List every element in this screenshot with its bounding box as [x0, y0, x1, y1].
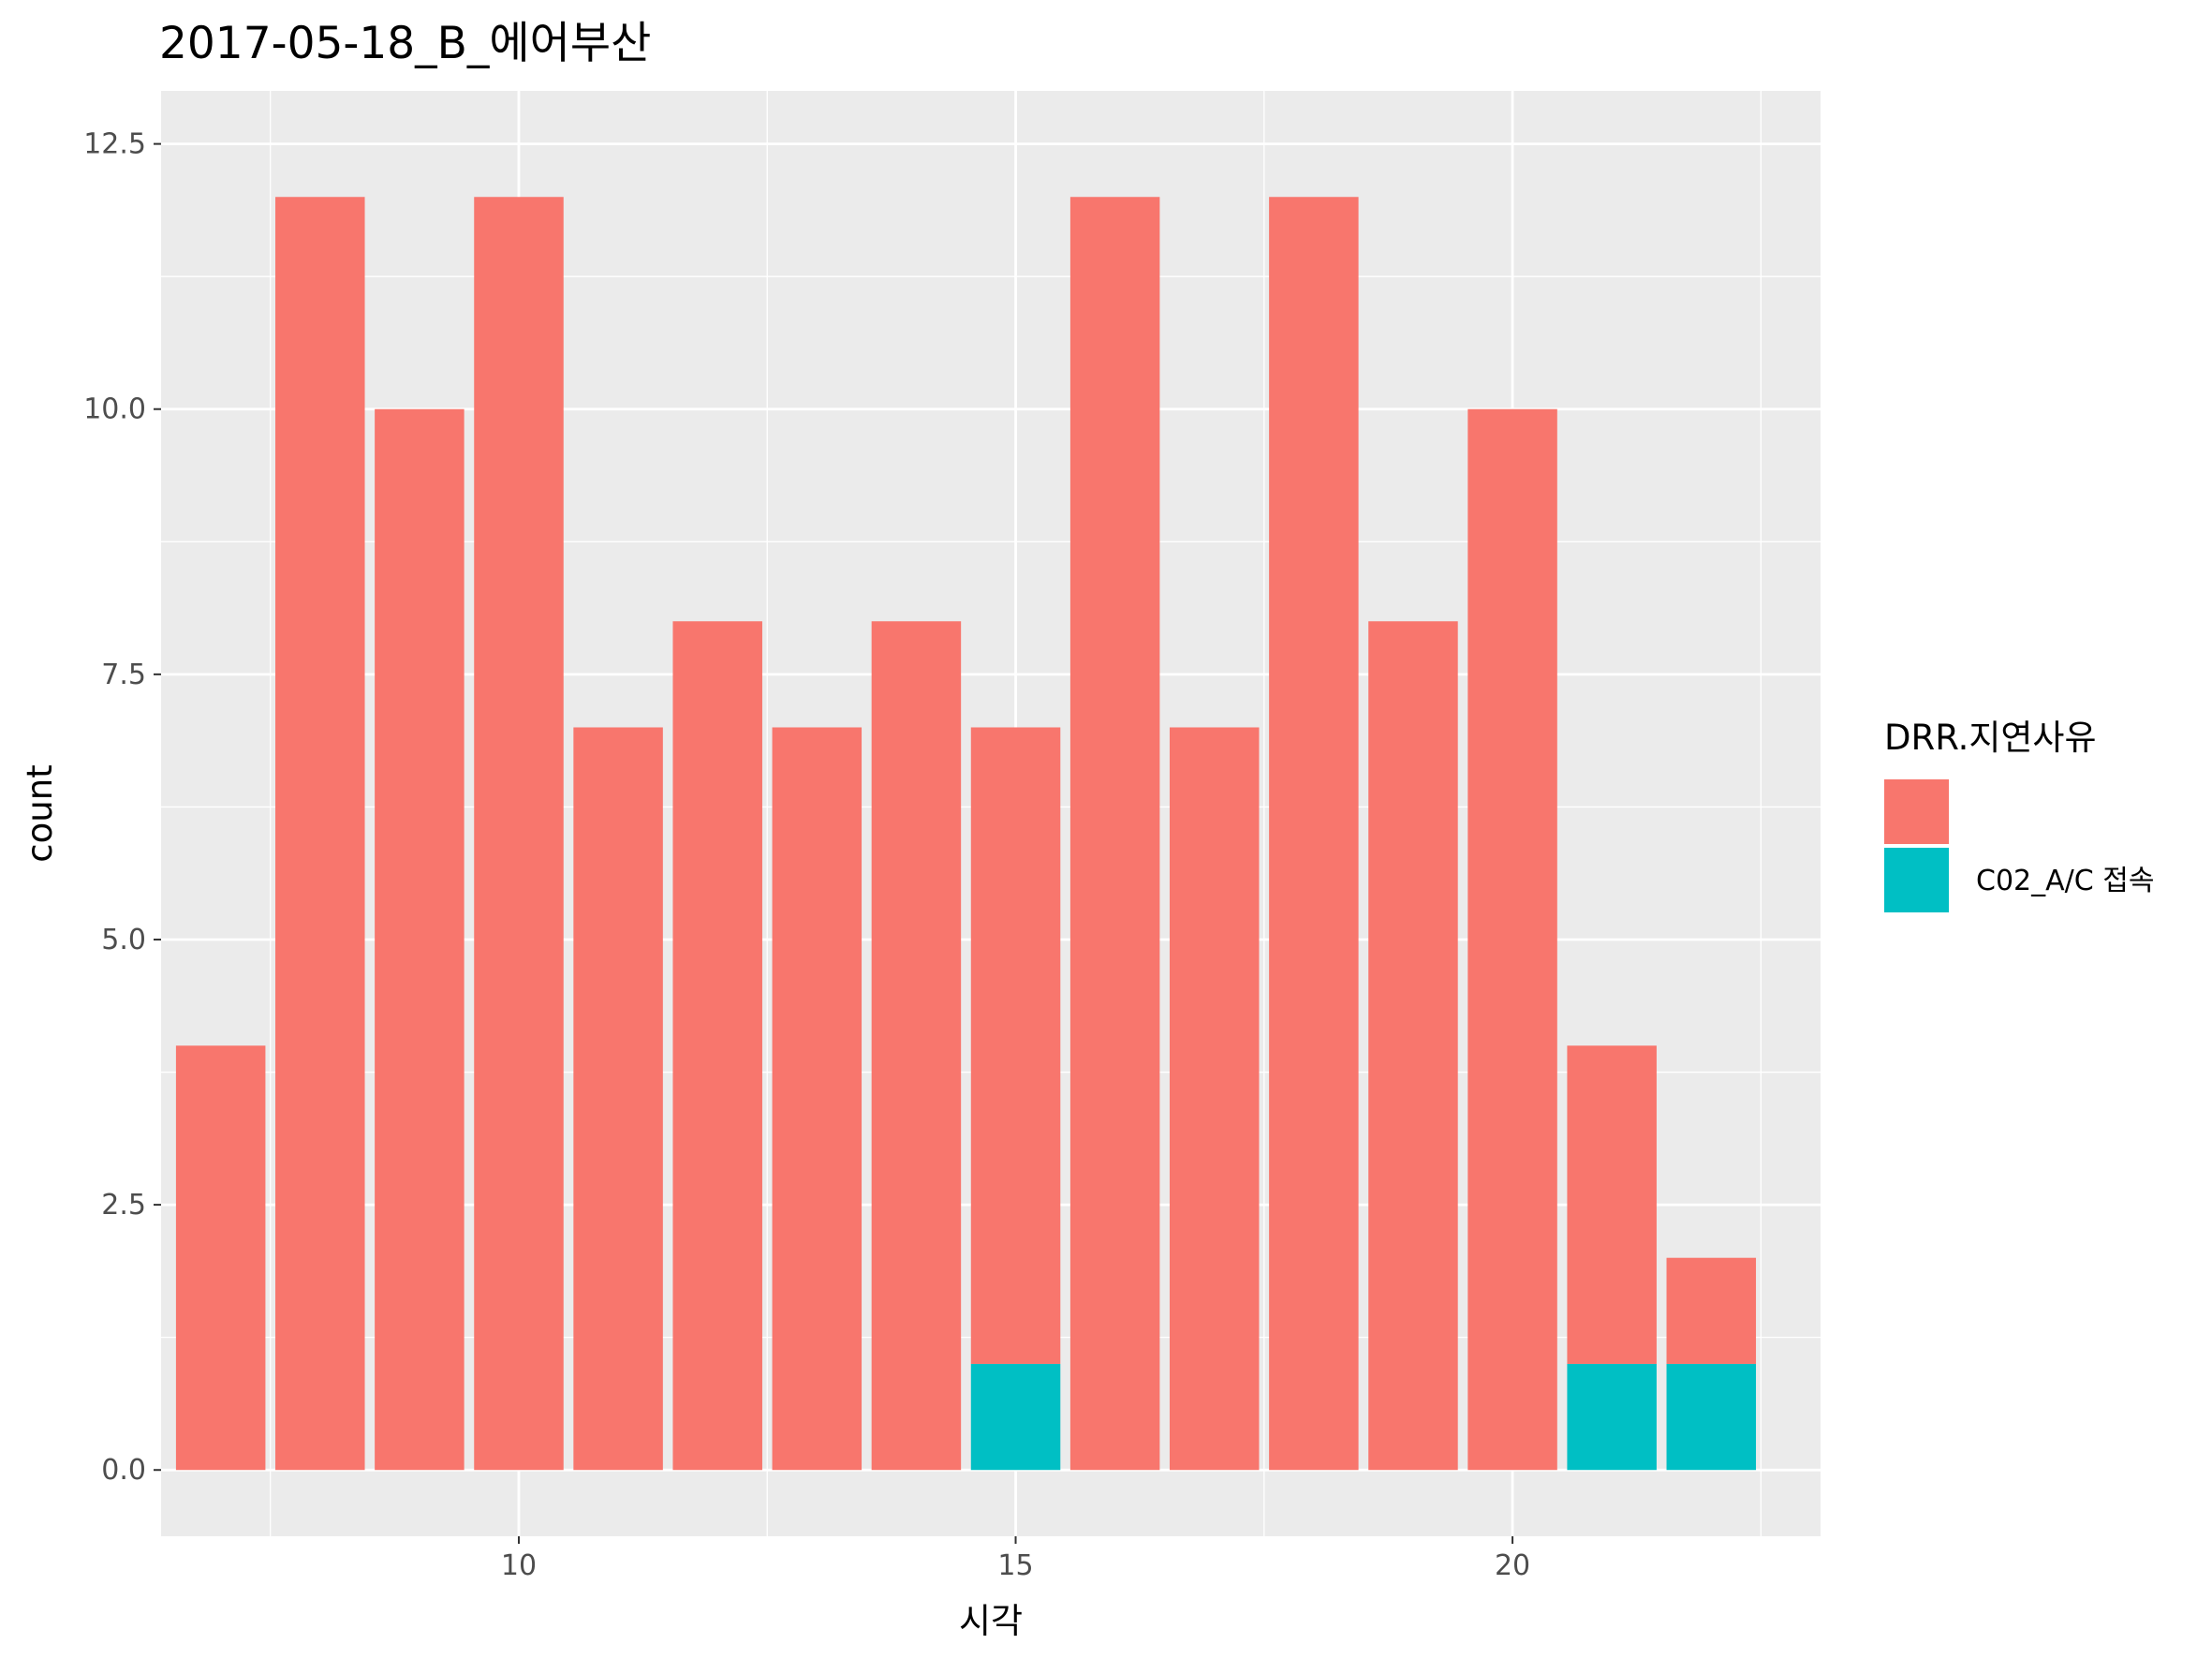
y-tick-label: 0.0	[101, 1454, 146, 1487]
y-tick-label: 5.0	[101, 924, 146, 956]
chart-title: 2017-05-18_B_에어부산	[159, 18, 651, 69]
bar-segment	[275, 197, 365, 1471]
bar-segment	[871, 621, 962, 1471]
bar-segment	[375, 408, 465, 1471]
bar-segment	[1567, 1045, 1657, 1364]
bar-segment	[970, 1363, 1061, 1471]
y-axis: 0.0 2.5 5.0 7.5 10.0 12.5	[83, 128, 161, 1487]
bar-segment	[1467, 408, 1557, 1471]
bar-segment	[1269, 197, 1359, 1471]
legend: DRR.지연사유 C02_A/C 접속	[1884, 718, 2154, 912]
legend-title: DRR.지연사유	[1884, 718, 2097, 758]
bar-segment	[1666, 1363, 1757, 1471]
bar-segment	[1069, 197, 1160, 1471]
y-tick-label: 12.5	[83, 128, 146, 161]
bars	[175, 197, 1757, 1471]
bar-segment	[672, 621, 762, 1471]
bar-segment	[474, 197, 564, 1471]
x-tick-label: 15	[997, 1549, 1033, 1582]
y-tick-label: 2.5	[101, 1189, 146, 1222]
legend-key	[1884, 848, 1949, 912]
bar-segment	[1368, 621, 1458, 1471]
legend-label: C02_A/C 접속	[1976, 865, 2154, 897]
bar-segment	[175, 1045, 266, 1471]
x-axis-title: 시각	[959, 1601, 1023, 1641]
bar-segment	[1567, 1363, 1657, 1471]
bar-segment	[970, 727, 1061, 1364]
y-axis-title: count	[20, 764, 60, 862]
x-tick-label: 10	[501, 1549, 537, 1582]
y-tick-label: 10.0	[83, 393, 146, 426]
legend-key	[1884, 779, 1949, 844]
bar-segment	[772, 727, 863, 1471]
x-tick-label: 20	[1495, 1549, 1530, 1582]
bar-segment	[573, 727, 663, 1471]
bar-segment	[1169, 727, 1260, 1471]
x-axis: 10 15 20	[501, 1536, 1530, 1582]
bar-segment	[1666, 1257, 1757, 1364]
y-tick-label: 7.5	[101, 659, 146, 691]
